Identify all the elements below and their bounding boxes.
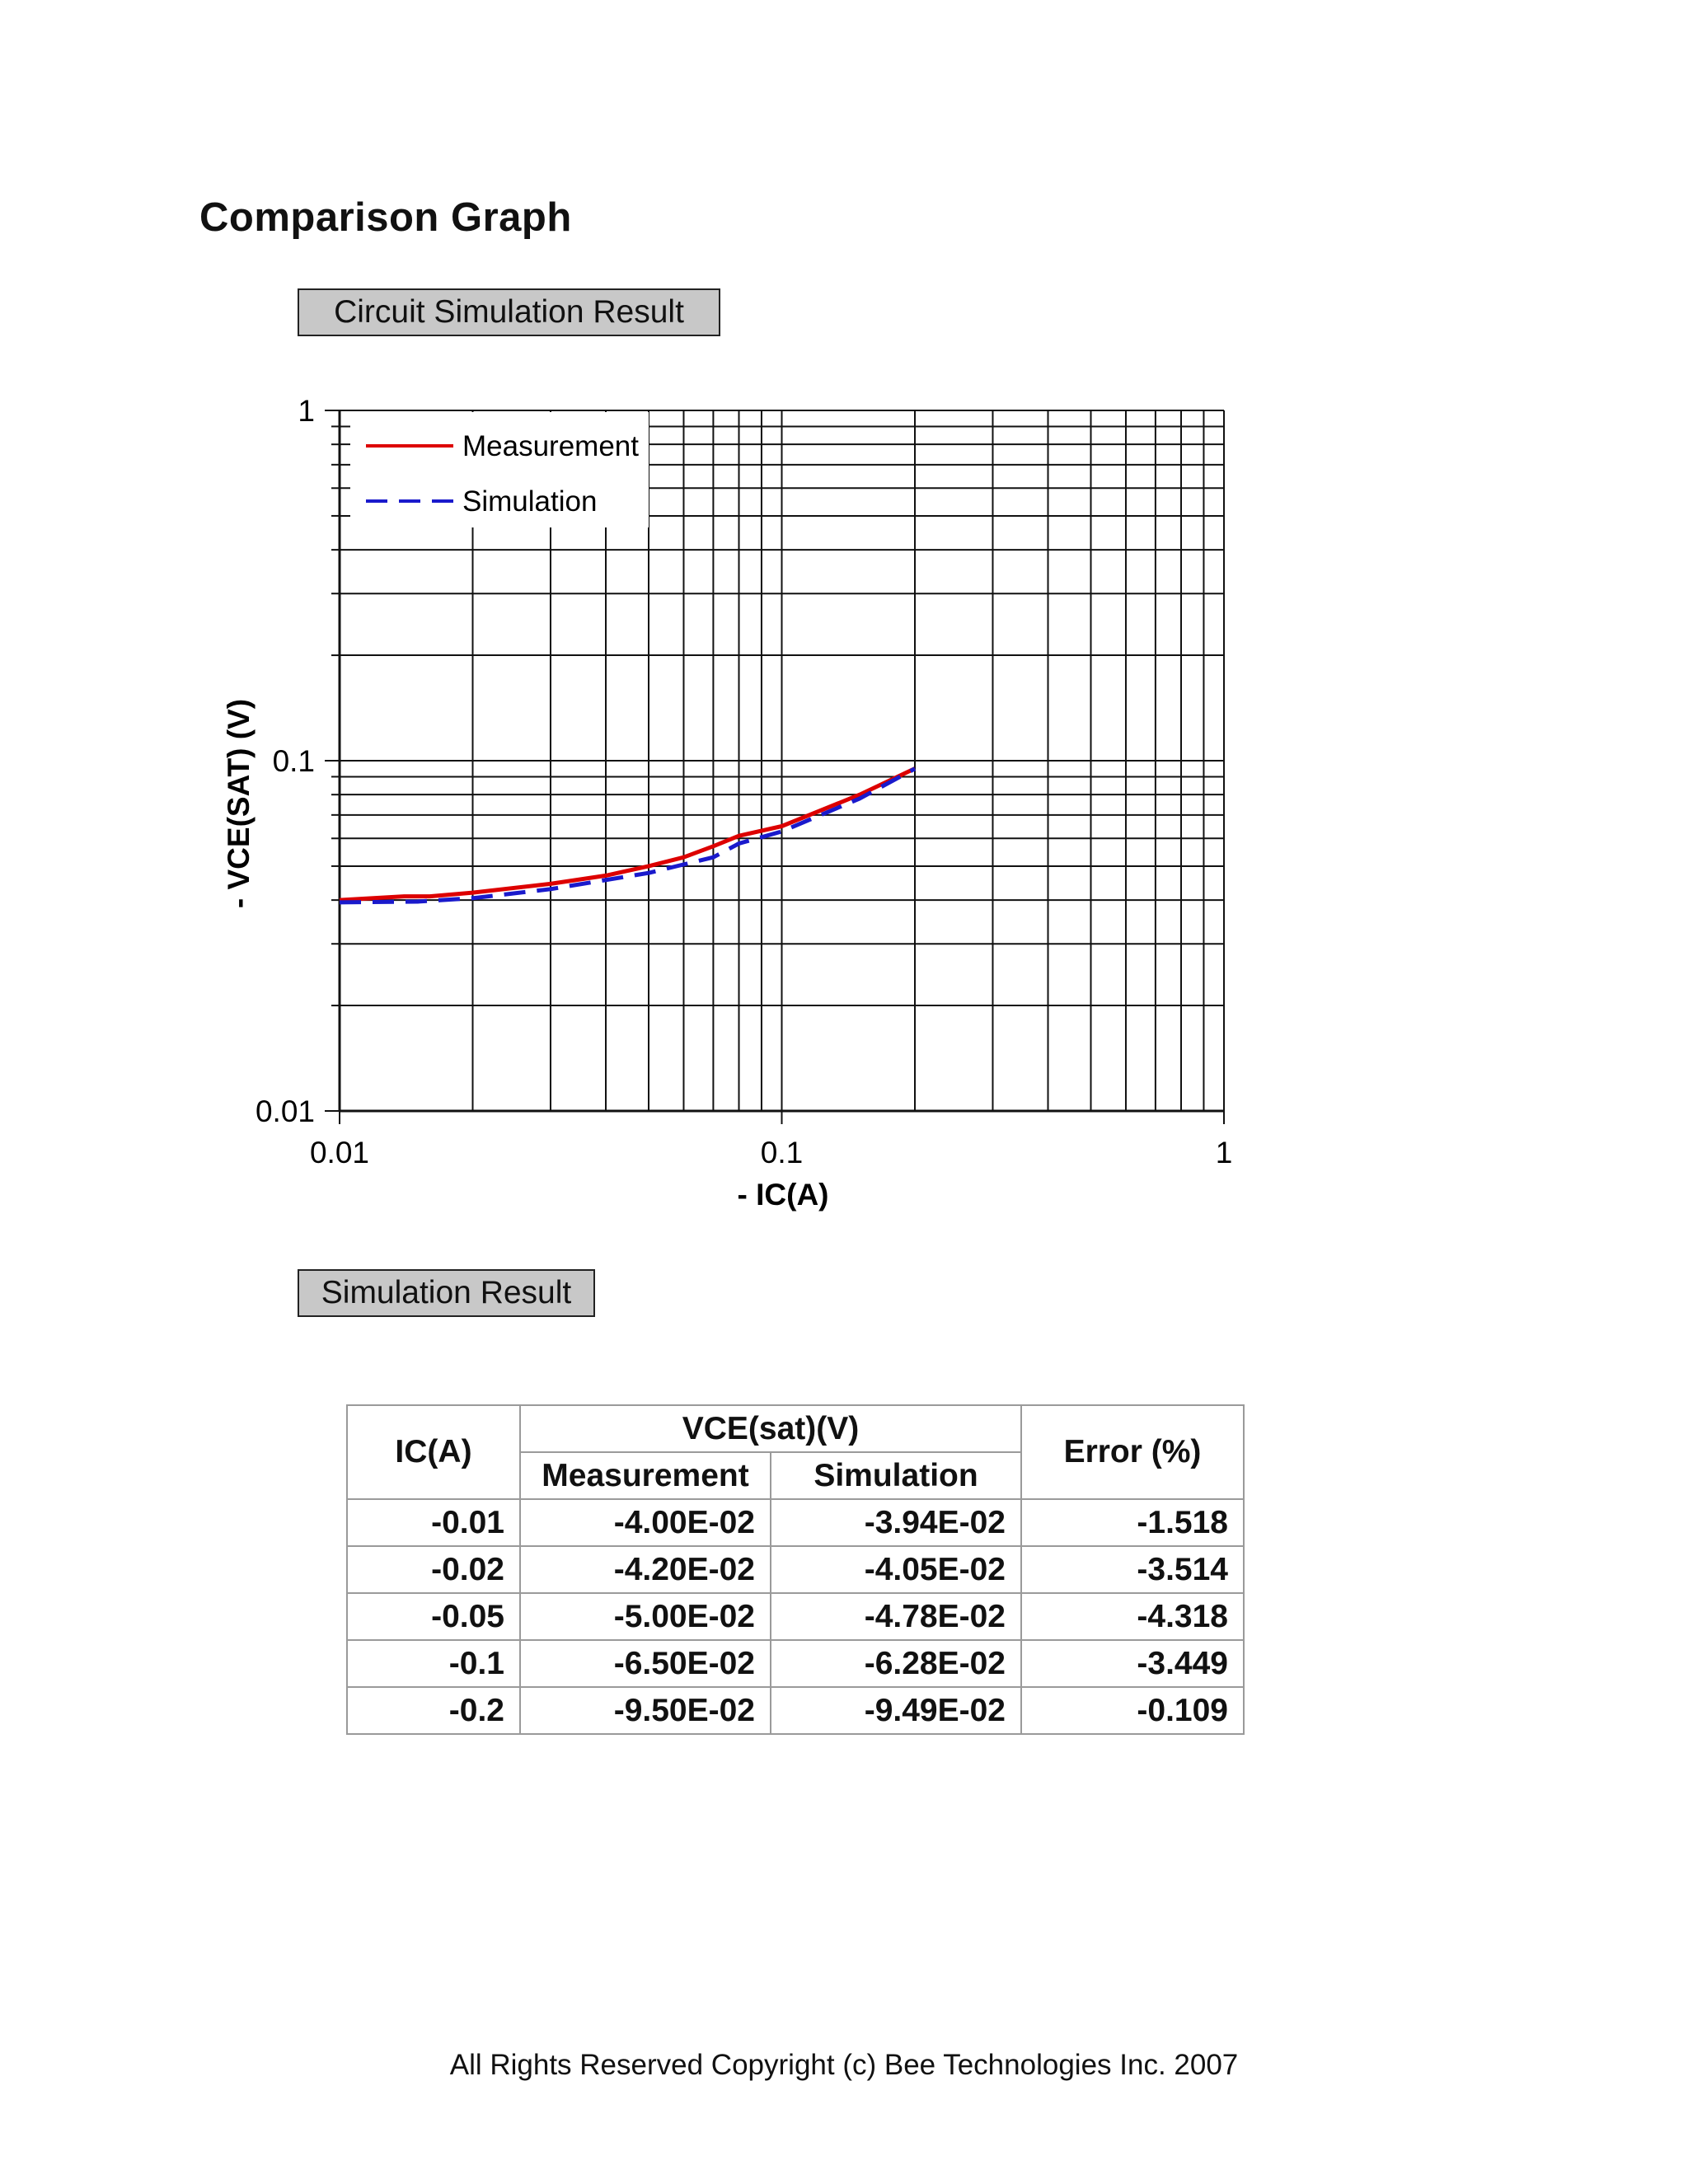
cell-simulation: -4.78E-02 <box>770 1592 1022 1641</box>
legend-measurement-label: Measurement <box>462 430 639 462</box>
header-vce: VCE(sat)(V) <box>519 1404 1022 1453</box>
cell-error: -0.109 <box>1020 1686 1245 1735</box>
cell-error: -4.318 <box>1020 1592 1245 1641</box>
header-measurement: Measurement <box>519 1451 771 1500</box>
chart-ticks <box>325 410 1225 1124</box>
chart-legend: Measurement Simulation <box>350 412 649 527</box>
table-row: -0.2 -9.50E-02 -9.49E-02 -0.109 <box>346 1686 1245 1735</box>
x-axis-label: - IC(A) <box>738 1178 829 1212</box>
x-tick-label: 1 <box>1216 1136 1233 1169</box>
table-row: -0.01 -4.00E-02 -3.94E-02 -1.518 <box>346 1498 1245 1547</box>
circuit-simulation-label: Circuit Simulation Result <box>298 288 720 336</box>
copyright-notice: All Rights Reserved Copyright (c) Bee Te… <box>449 2049 1239 2081</box>
series-simulation-line <box>339 766 917 905</box>
cell-ic: -0.1 <box>346 1639 521 1688</box>
simulation-result-label: Simulation Result <box>298 1269 595 1317</box>
chart-tick-labels: 0.01 0.1 1 0.01 0.1 1 <box>256 394 1232 1169</box>
cell-ic: -0.05 <box>346 1592 521 1641</box>
cell-measurement: -4.20E-02 <box>519 1545 771 1594</box>
x-tick-label: 0.01 <box>310 1136 369 1169</box>
table-row: -0.1 -6.50E-02 -6.28E-02 -3.449 <box>346 1639 1245 1688</box>
header-ic: IC(A) <box>346 1404 521 1500</box>
cell-error: -1.518 <box>1020 1498 1245 1547</box>
y-axis-label: - VCE(SAT) (V) <box>222 699 256 908</box>
cell-simulation: -9.49E-02 <box>770 1686 1022 1735</box>
results-table: IC(A) VCE(sat)(V) Error (%) Measurement … <box>346 1404 1245 1735</box>
comparison-chart: Measurement Simulation 0.01 0.1 10.010.11 … <box>222 394 1232 1212</box>
cell-error: -3.449 <box>1020 1639 1245 1688</box>
chart-axes <box>338 410 1225 1113</box>
cell-simulation: -3.94E-02 <box>770 1498 1022 1547</box>
series-measurement-line <box>339 766 917 902</box>
y-tick-label: 0.01 <box>256 1094 315 1128</box>
cell-measurement: -4.00E-02 <box>519 1498 771 1547</box>
cell-measurement: -6.50E-02 <box>519 1639 771 1688</box>
y-tick-label: 0.1 <box>273 744 315 778</box>
page-title: Comparison Graph <box>199 195 572 240</box>
cell-measurement: -5.00E-02 <box>519 1592 771 1641</box>
x-tick-label: 0.1 <box>761 1136 803 1169</box>
cell-error: -3.514 <box>1020 1545 1245 1594</box>
header-simulation: Simulation <box>770 1451 1022 1500</box>
table-row: -0.02 -4.20E-02 -4.05E-02 -3.514 <box>346 1545 1245 1594</box>
chart-series <box>339 766 917 905</box>
cell-simulation: -6.28E-02 <box>770 1639 1022 1688</box>
cell-ic: -0.02 <box>346 1545 521 1594</box>
y-tick-label: 1 <box>298 394 315 428</box>
cell-ic: -0.01 <box>346 1498 521 1547</box>
header-error: Error (%) <box>1020 1404 1245 1500</box>
cell-ic: -0.2 <box>346 1686 521 1735</box>
cell-simulation: -4.05E-02 <box>770 1545 1022 1594</box>
table-row: -0.05 -5.00E-02 -4.78E-02 -4.318 <box>346 1592 1245 1641</box>
cell-measurement: -9.50E-02 <box>519 1686 771 1735</box>
legend-simulation-label: Simulation <box>462 485 597 518</box>
